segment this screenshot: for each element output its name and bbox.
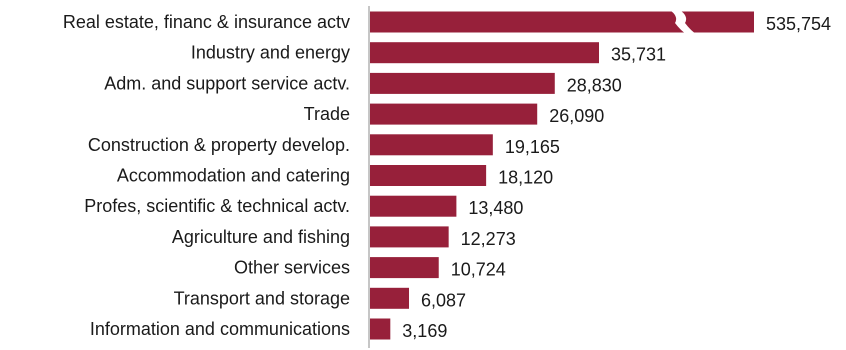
bar: [370, 72, 555, 94]
category-label: Agriculture and fishing: [172, 227, 350, 247]
bar: [370, 103, 538, 125]
category-label: Trade: [304, 104, 350, 124]
value-label: 13,480: [468, 198, 523, 218]
bar: [370, 42, 599, 64]
value-label: 28,830: [567, 75, 622, 95]
value-label: 18,120: [498, 168, 553, 188]
category-label: Transport and storage: [174, 288, 350, 308]
bar: [370, 287, 410, 309]
category-label: Other services: [234, 258, 350, 278]
category-label: Profes, scientific & technical actv.: [84, 196, 350, 216]
category-label: Real estate, financ & insurance actv: [63, 12, 350, 32]
category-label: Industry and energy: [191, 43, 350, 63]
category-label: Adm. and support service actv.: [104, 73, 350, 93]
value-label: 26,090: [549, 106, 604, 126]
value-label: 35,731: [611, 45, 666, 65]
value-label: 19,165: [505, 137, 560, 157]
bar: [370, 226, 449, 248]
labels-layer: Real estate, financ & insurance actv 535,…: [63, 12, 831, 341]
category-label: Accommodation and catering: [117, 166, 350, 186]
bars-layer: [370, 9, 754, 340]
value-label: 535,754: [766, 14, 831, 34]
value-label: 10,724: [451, 260, 506, 280]
value-label: 12,273: [461, 229, 516, 249]
value-label: 6,087: [421, 290, 466, 310]
bar: [370, 195, 457, 217]
axis-break-marker: [669, 9, 697, 35]
bar: [370, 257, 439, 279]
category-label: Information and communications: [90, 319, 350, 339]
category-label: Construction & property develop.: [88, 135, 350, 155]
bar: [370, 165, 487, 186]
bar: [370, 318, 391, 340]
bar: [370, 134, 493, 156]
value-label: 3,169: [402, 321, 447, 341]
bar: [370, 11, 754, 33]
